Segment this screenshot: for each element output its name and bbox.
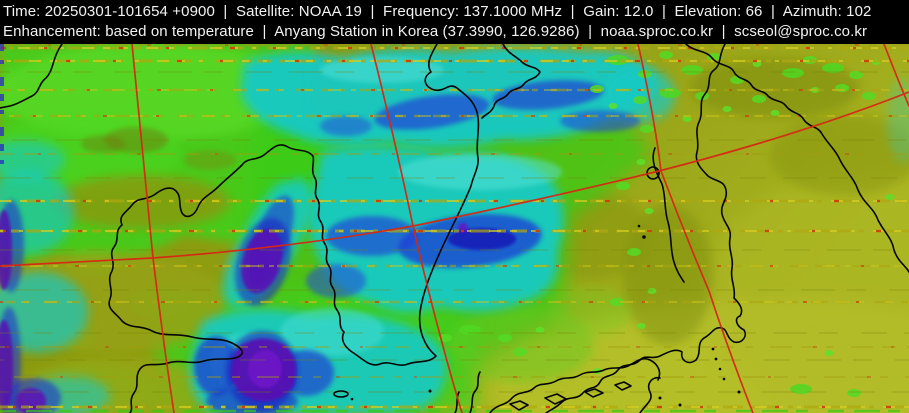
coast-wakasa [652, 147, 685, 283]
coast-honshu-west [545, 44, 747, 413]
island-jeju [333, 390, 349, 398]
coast-russia-gulf [481, 44, 541, 119]
seto-island-4 [614, 381, 632, 391]
coast-bay-circle [646, 166, 660, 180]
coastline-overlay [0, 44, 909, 413]
coast-shikoku [639, 376, 661, 413]
seto-island-3 [584, 388, 604, 398]
graticule-overlay [0, 44, 909, 413]
coast-kyushu-1 [469, 371, 481, 413]
satellite-map [0, 44, 909, 413]
coast-northeast-asia [0, 44, 63, 109]
coast-korea-china [108, 44, 480, 413]
metadata-bar: Time: 20250301-101654 +0900 | Satellite:… [0, 0, 909, 44]
graticule-parallel-1 [0, 91, 909, 267]
scanline-noise-bands [0, 44, 909, 413]
coast-seto-north [489, 357, 661, 413]
graticule-meridian-3 [637, 44, 754, 413]
graticule-meridian-4 [883, 44, 909, 107]
seto-island-1 [509, 400, 529, 411]
seto-island-2 [544, 393, 567, 405]
metadata-line-2: Enhancement: based on temperature | Anya… [3, 23, 868, 40]
coast-honshu-east [685, 44, 909, 273]
metadata-line-1: Time: 20250301-101654 +0900 | Satellite:… [3, 3, 872, 20]
coast-kyushu-2 [454, 391, 460, 413]
small-islands [350, 224, 741, 407]
satellite-false-color-image [0, 44, 909, 413]
